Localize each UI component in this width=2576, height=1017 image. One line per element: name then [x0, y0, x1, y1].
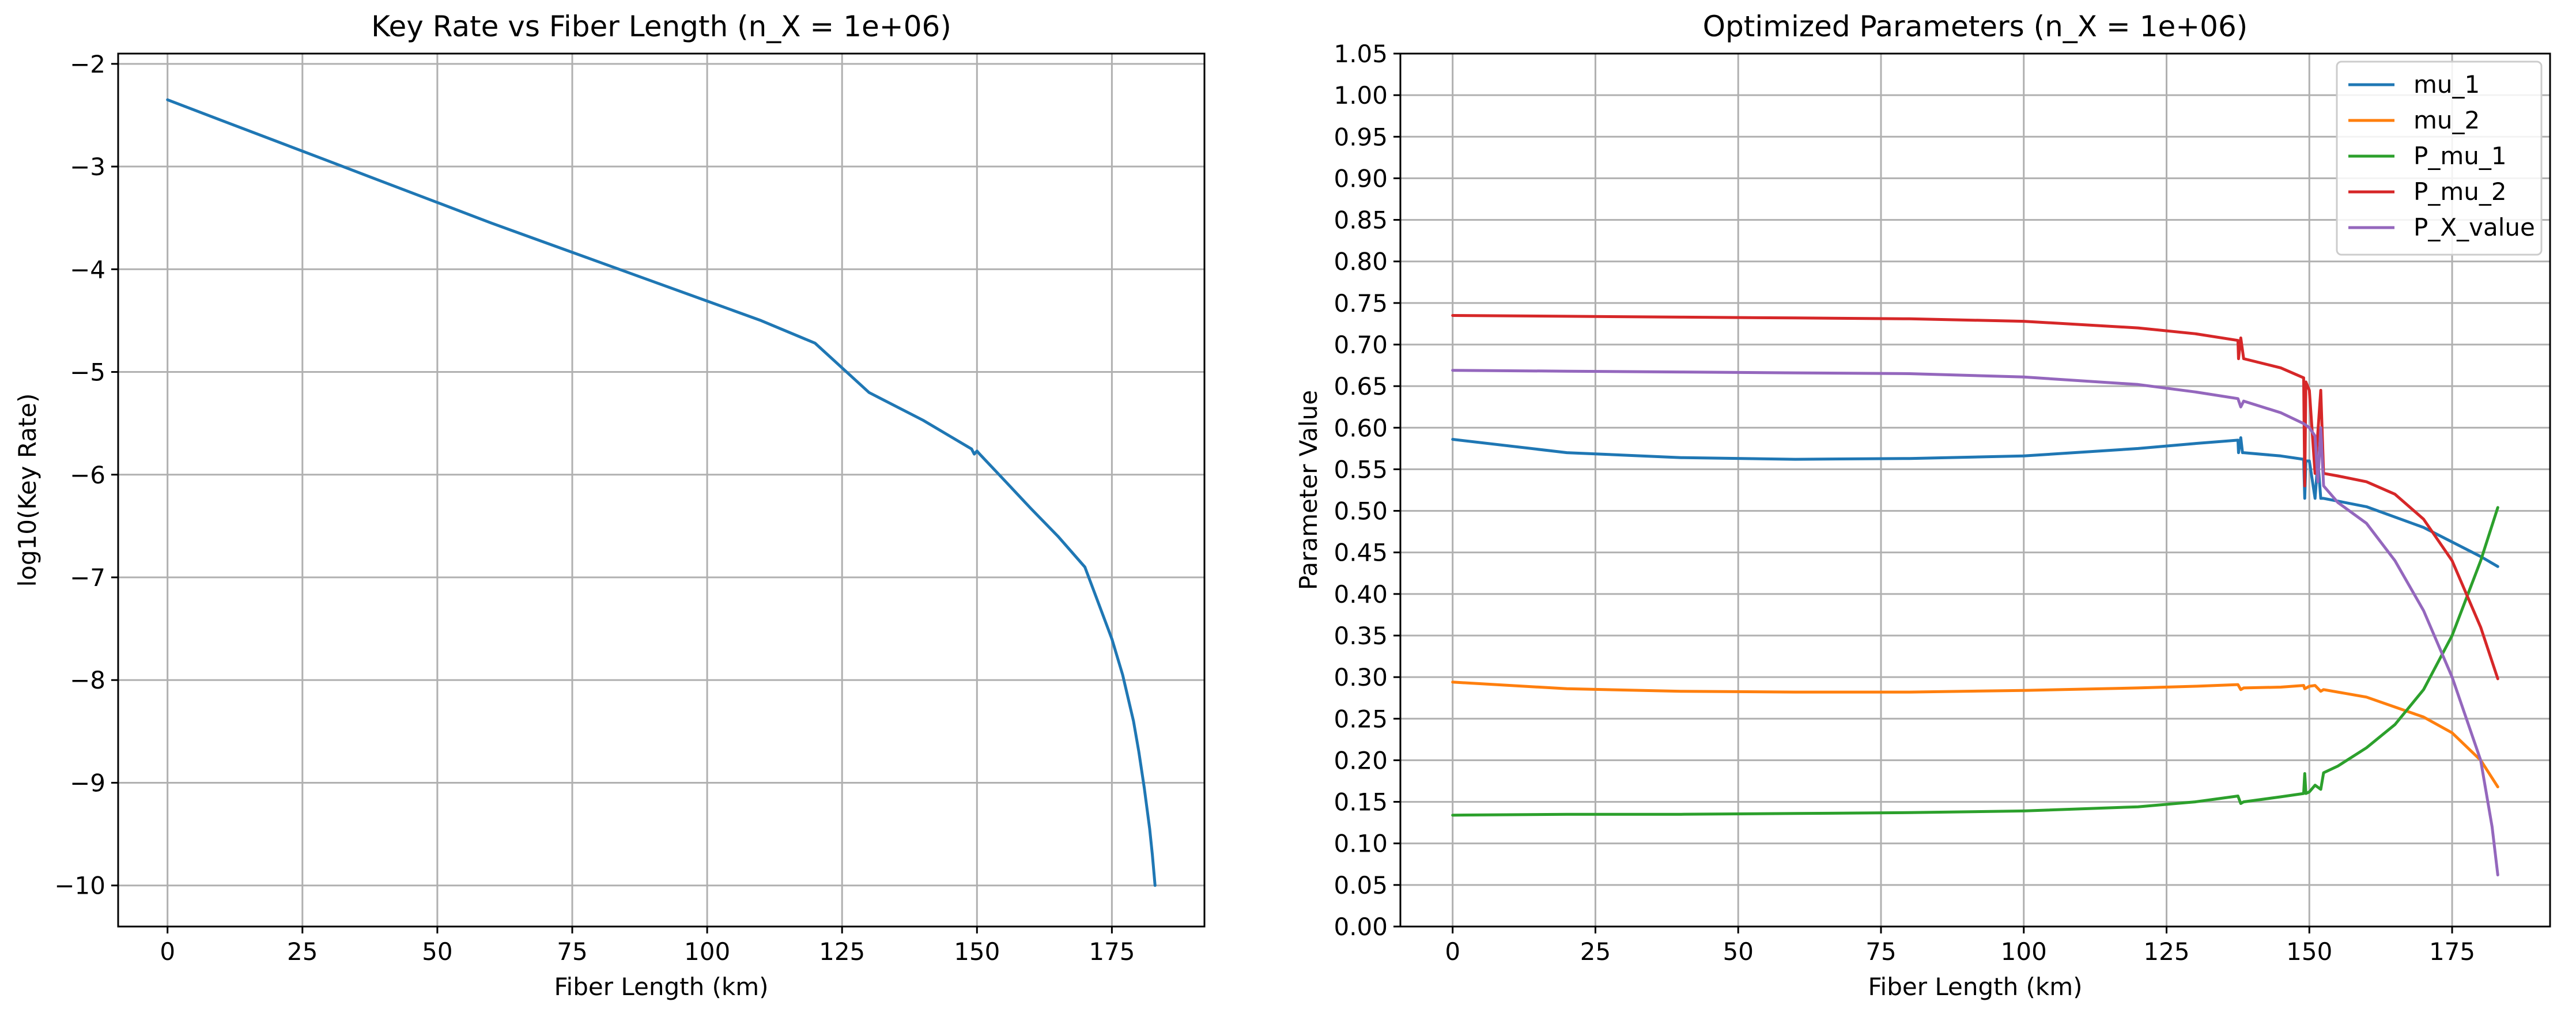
parameters-y-tick-label: 0.40 [1334, 580, 1388, 608]
key-rate-ticks: 0 25 50 75 100 125 150 175 −2 −3 −4 −5 −6 −7 −8 −9 −10 [54, 50, 1135, 966]
key-rate-y-tick-label: −5 [70, 358, 105, 387]
series-line-mu-2 [1451, 680, 2499, 789]
series-line-p-mu-1 [1451, 506, 2499, 817]
key-rate-axes-frame [117, 52, 1206, 928]
key-rate-grid [118, 54, 1204, 927]
key-rate-x-axis-label: Fiber Length (km) [554, 973, 768, 1001]
parameters-y-tick-label: 0.55 [1334, 455, 1388, 483]
key-rate-x-tick-label: 0 [160, 937, 175, 966]
key-rate-y-tick-label: −3 [70, 153, 105, 181]
key-rate-x-tick-label: 125 [819, 937, 865, 966]
parameters-y-tick-label: 0.90 [1334, 164, 1388, 192]
parameters-y-tick-label: 0.15 [1334, 788, 1388, 816]
parameters-legend: mu_1 mu_2 P_mu_1 P_mu_2 P_X_value [2336, 61, 2543, 256]
parameters-x-tick-label: 75 [1865, 937, 1896, 966]
key-rate-y-tick-label: −6 [70, 461, 105, 489]
key-rate-chart: 0 25 50 75 100 125 150 175 −2 −3 −4 −5 −6 −7 −8 −9 −10 K… [13, 10, 1206, 1001]
key-rate-chart-title: Key Rate vs Fiber Length (n_X = 1e+06) [371, 10, 951, 43]
parameters-series-group [1451, 314, 2499, 876]
key-rate-x-tick-label: 100 [684, 937, 730, 966]
parameters-x-axis-label: Fiber Length (km) [1868, 973, 2082, 1001]
parameters-y-tick-label: 0.80 [1334, 248, 1388, 276]
key-rate-y-axis-label: log10(Key Rate) [13, 393, 41, 587]
parameters-y-tick-label: 0.05 [1334, 871, 1388, 899]
key-rate-y-tick-label: −9 [70, 769, 105, 797]
parameters-y-tick-label: 0.00 [1334, 913, 1388, 941]
parameters-y-tick-label: 0.50 [1334, 497, 1388, 525]
parameters-x-tick-label: 25 [1580, 937, 1611, 966]
parameters-ticks: 0 25 50 75 100 125 150 175 0.00 0.05 0.10 0.15 0.20 0… [1334, 40, 2475, 966]
legend-label-mu-2: mu_2 [2413, 106, 2480, 134]
parameters-x-tick-label: 125 [2143, 937, 2189, 966]
parameters-y-tick-label: 0.25 [1334, 705, 1388, 733]
legend-label-p-mu-2: P_mu_2 [2413, 177, 2507, 206]
parameters-x-tick-label: 100 [2001, 937, 2047, 966]
parameters-x-tick-label: 150 [2286, 937, 2332, 966]
legend-label-p-x-value: P_X_value [2413, 213, 2535, 241]
parameters-y-tick-label: 1.00 [1334, 81, 1388, 109]
series-line-p-x-value [1451, 369, 2499, 876]
parameters-y-tick-label: 1.05 [1334, 40, 1388, 68]
key-rate-series-group [166, 98, 1157, 887]
key-rate-x-tick-label: 150 [954, 937, 1000, 966]
parameters-y-tick-label: 0.70 [1334, 331, 1388, 359]
parameters-y-tick-label: 0.85 [1334, 206, 1388, 235]
parameters-y-axis-label: Parameter Value [1294, 390, 1323, 590]
series-line-p-mu-2 [1451, 314, 2499, 680]
key-rate-y-tick-label: −7 [70, 564, 105, 592]
parameters-y-tick-label: 0.95 [1334, 123, 1388, 151]
parameters-x-tick-label: 50 [1723, 937, 1753, 966]
key-rate-y-tick-label: −8 [70, 666, 105, 694]
parameters-y-tick-label: 0.30 [1334, 663, 1388, 691]
parameters-y-tick-label: 0.75 [1334, 289, 1388, 317]
parameters-y-tick-label: 0.35 [1334, 622, 1388, 650]
parameters-y-tick-label: 0.60 [1334, 414, 1388, 442]
key-rate-y-tick-label: −4 [70, 255, 105, 283]
parameters-y-tick-label: 0.65 [1334, 372, 1388, 400]
key-rate-y-tick-label: −2 [70, 50, 105, 78]
series-line-key-rate [166, 98, 1157, 887]
key-rate-y-tick-label: −10 [54, 872, 105, 900]
series-line-mu-1 [1451, 436, 2499, 568]
parameters-chart-title: Optimized Parameters (n_X = 1e+06) [1703, 10, 2248, 43]
legend-label-p-mu-1: P_mu_1 [2413, 142, 2507, 170]
key-rate-x-tick-label: 175 [1089, 937, 1135, 966]
parameters-y-tick-label: 0.45 [1334, 539, 1388, 567]
parameters-x-tick-label: 0 [1445, 937, 1460, 966]
key-rate-x-tick-label: 75 [557, 937, 587, 966]
legend-label-mu-1: mu_1 [2413, 70, 2480, 99]
optimized-parameters-chart: 0 25 50 75 100 125 150 175 0.00 0.05 0.10 0.15 0.20 0… [1294, 10, 2551, 1001]
parameters-y-tick-label: 0.20 [1334, 746, 1388, 774]
key-rate-x-tick-label: 50 [422, 937, 452, 966]
parameters-axes-frame [1399, 52, 2551, 928]
parameters-y-tick-label: 0.10 [1334, 830, 1388, 858]
parameters-x-tick-label: 175 [2429, 937, 2475, 966]
key-rate-x-tick-label: 25 [287, 937, 318, 966]
